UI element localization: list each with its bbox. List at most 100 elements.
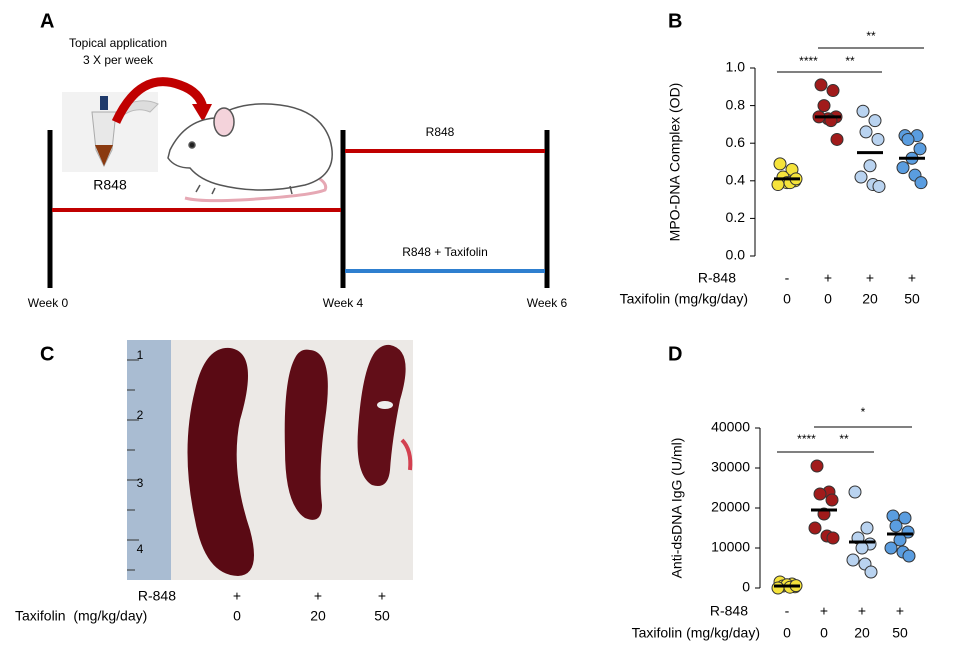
row-category: - — [785, 270, 790, 286]
row-label: R-848 — [138, 588, 176, 604]
significance-label: **** — [797, 432, 816, 446]
dot — [902, 549, 916, 563]
row-category: 0 — [820, 625, 828, 641]
arrow-head — [192, 104, 212, 122]
dot — [914, 176, 928, 190]
significance-label: **** — [799, 54, 818, 68]
y-tick-label: 30000 — [711, 459, 750, 475]
y-axis-title: MPO-DNA Complex (OD) — [667, 83, 683, 242]
significance-label: ** — [845, 54, 855, 68]
y-tick-label: 0 — [742, 579, 750, 595]
row-category: + — [866, 270, 874, 286]
significance-label: ** — [866, 29, 876, 43]
mouse — [167, 103, 333, 203]
ruler-label: 4 — [137, 542, 144, 556]
row-category: 0 — [783, 625, 791, 641]
row-category: + — [896, 603, 904, 619]
significance-label: ** — [839, 432, 849, 446]
dot — [896, 161, 910, 175]
panel-label: A — [40, 10, 54, 32]
row-category: - — [785, 603, 790, 619]
row-label: Taxifolin (mg/kg/day) — [15, 608, 147, 624]
panel-label: B — [668, 10, 682, 32]
row-category: + — [314, 588, 322, 604]
arrow — [111, 77, 208, 124]
dot — [825, 493, 839, 507]
dot — [773, 157, 787, 171]
y-tick-label: 0.8 — [726, 96, 746, 112]
dot — [810, 459, 824, 473]
dot — [898, 511, 912, 525]
ruler-label: 3 — [137, 476, 144, 490]
y-tick-label: 40000 — [711, 419, 750, 435]
arm-label: R848 + Taxifolin — [402, 245, 488, 259]
dot — [854, 170, 868, 184]
row-category: 20 — [862, 291, 878, 307]
y-tick-label: 0.0 — [726, 247, 746, 263]
row-label: R-848 — [710, 603, 748, 619]
dot — [856, 104, 870, 118]
row-label: Taxifolin (mg/kg/day) — [620, 291, 748, 307]
dot — [859, 125, 873, 139]
row-category: 50 — [374, 608, 390, 624]
dot — [872, 179, 886, 193]
row-label: R-848 — [698, 270, 736, 286]
dot — [860, 521, 874, 535]
week-label: Week 4 — [323, 296, 364, 310]
y-tick-label: 20000 — [711, 499, 750, 515]
row-category: + — [824, 270, 832, 286]
dot — [884, 541, 898, 555]
dot — [913, 142, 927, 156]
row-category: 0 — [233, 608, 241, 624]
row-label: Taxifolin (mg/kg/day) — [632, 625, 760, 641]
tube-label: R848 — [93, 177, 127, 193]
dot — [826, 531, 840, 545]
dot — [808, 521, 822, 535]
application-text: Topical application — [69, 36, 167, 50]
row-category: 50 — [892, 625, 908, 641]
dot — [813, 487, 827, 501]
spleen-photo — [127, 340, 413, 580]
row-category: + — [820, 603, 828, 619]
week-label: Week 0 — [28, 296, 69, 310]
y-tick-label: 0.2 — [726, 209, 746, 225]
dot — [868, 114, 882, 128]
ruler-label: 2 — [137, 408, 144, 422]
ruler-label: 1 — [137, 348, 144, 362]
dot — [848, 485, 862, 499]
row-category: 0 — [783, 291, 791, 307]
dot — [817, 99, 831, 113]
dot — [826, 84, 840, 98]
application-text: 3 X per week — [83, 53, 154, 67]
dot — [846, 553, 860, 567]
dot — [814, 78, 828, 92]
dot — [771, 581, 785, 595]
dot — [830, 132, 844, 146]
week-label: Week 6 — [527, 296, 568, 310]
row-category: 20 — [310, 608, 326, 624]
row-category: + — [378, 588, 386, 604]
row-category: 20 — [854, 625, 870, 641]
dot — [855, 541, 869, 555]
dot — [889, 519, 903, 533]
row-category: + — [908, 270, 916, 286]
y-tick-label: 1.0 — [726, 59, 746, 75]
tube-photo — [62, 92, 159, 172]
panel-label: C — [40, 343, 54, 365]
dot — [901, 132, 915, 146]
y-tick-label: 10000 — [711, 539, 750, 555]
row-category: 50 — [904, 291, 920, 307]
dot — [864, 565, 878, 579]
panel-label: D — [668, 343, 682, 365]
significance-label: * — [861, 405, 866, 419]
timeline — [47, 130, 550, 288]
y-axis-title: Anti-dsDNA IgG (U/ml) — [669, 438, 685, 579]
y-tick-label: 0.6 — [726, 134, 746, 150]
row-category: + — [233, 588, 241, 604]
dot — [863, 159, 877, 173]
arm-label: R848 — [426, 125, 455, 139]
y-tick-label: 0.4 — [726, 172, 746, 188]
row-category: + — [858, 603, 866, 619]
dot — [871, 132, 885, 146]
